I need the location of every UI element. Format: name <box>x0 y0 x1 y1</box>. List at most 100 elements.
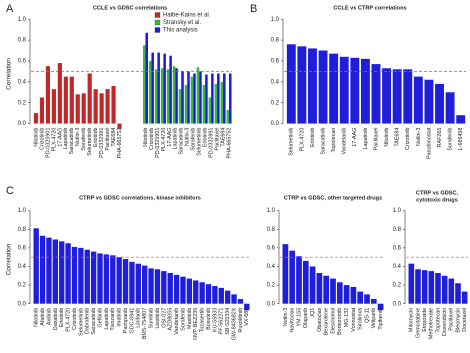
x-tick-label: Vorinostat <box>351 307 357 331</box>
x-tick-label: Nilotinib <box>143 128 149 147</box>
bar <box>435 272 441 304</box>
bar <box>329 53 339 124</box>
x-tick-label: AZD8055 <box>168 308 174 331</box>
y-tick-label: 0.4 <box>393 264 402 270</box>
x-tick-label: Olaparib <box>303 308 309 328</box>
y-tick-label: 1.0 <box>271 17 280 23</box>
x-tick-label: Saracatinib <box>179 128 185 155</box>
bar <box>370 299 377 304</box>
bar <box>364 294 370 304</box>
bar <box>193 73 196 124</box>
y-tick-label: 0.8 <box>267 227 276 233</box>
x-tick-label: Dabrafenib <box>85 308 91 334</box>
bar <box>93 89 98 124</box>
bar <box>415 269 421 304</box>
x-tick-label: Erlotinib <box>93 128 99 147</box>
x-tick-label: Bortezomib <box>337 308 343 335</box>
bar <box>135 263 141 304</box>
bar <box>75 94 80 124</box>
bar <box>52 239 59 304</box>
x-tick-label: GDC-0941 <box>129 308 135 334</box>
x-tick-label: SB-525334 <box>225 308 231 335</box>
bar <box>343 285 350 304</box>
x-tick-label: Methotrexate <box>429 308 435 339</box>
bar <box>424 79 434 124</box>
x-tick-label: Gefitinib <box>97 308 103 328</box>
bar <box>129 261 135 304</box>
x-tick-label: Lapatinib <box>63 128 69 150</box>
bar <box>336 282 343 304</box>
x-tick-label: Etoposide <box>422 308 428 332</box>
bar <box>167 272 173 304</box>
bar <box>110 255 116 304</box>
bar <box>214 83 218 124</box>
y-axis-label: Correlation <box>6 243 13 275</box>
bar <box>229 73 232 124</box>
bar <box>408 263 415 304</box>
x-tick-label: Tivozanib <box>110 308 116 331</box>
x-tick-label: Selumetinib <box>289 128 295 156</box>
bar <box>205 74 208 124</box>
bar <box>103 254 110 304</box>
x-tick-label: PD-0332991 <box>209 128 215 158</box>
bar <box>187 71 190 124</box>
bar <box>208 97 212 124</box>
y-tick-label: 0.0 <box>393 301 402 307</box>
bar <box>78 247 84 304</box>
x-tick-label: Lapatinib <box>363 128 369 150</box>
x-tick-label: Saracatinib <box>320 128 326 155</box>
y-axis-label: Correlation <box>6 58 13 90</box>
x-tick-label: TAE684 <box>111 128 117 147</box>
x-tick-label: Ruxolitinib <box>238 308 244 333</box>
y-tick-label: 0.8 <box>18 227 27 233</box>
bar <box>435 83 444 124</box>
bar <box>148 268 154 304</box>
x-tick-label: Imatinib <box>117 308 123 327</box>
y-tick-label: 0.8 <box>18 38 27 44</box>
x-tick-label: MG-132 <box>344 308 350 327</box>
x-tick-label: Lapatinib <box>173 128 179 150</box>
bar <box>151 52 154 124</box>
x-tick-label: PF-562271 <box>219 308 225 335</box>
bar <box>211 73 214 124</box>
bar <box>428 271 435 304</box>
x-tick-label: L-685458 <box>458 128 464 151</box>
x-tick-label: PLX-4720 <box>51 128 57 152</box>
y-tick-label: 0.6 <box>267 245 276 251</box>
x-tick-label: Nilotinib <box>34 308 40 327</box>
x-tick-label: Crizotinib <box>405 128 411 150</box>
bar <box>163 53 166 124</box>
bar <box>296 256 302 304</box>
x-tick-label: Topotecan <box>331 128 337 153</box>
bar <box>154 69 158 124</box>
x-tick-label: Panobinostat <box>426 127 432 159</box>
legend-swatch <box>154 19 161 26</box>
bar <box>199 71 202 124</box>
bar <box>218 287 224 304</box>
y-tick-label: 0.2 <box>271 100 280 106</box>
bar <box>178 89 182 124</box>
y-tick-label: 0.6 <box>271 59 280 65</box>
bar <box>330 278 336 304</box>
bar <box>169 55 172 124</box>
bar <box>231 294 237 304</box>
x-tick-label: PLX-4720 <box>161 128 167 152</box>
bar <box>59 241 65 304</box>
bar <box>173 274 180 304</box>
bar <box>105 89 110 124</box>
legend-label: This analysis <box>163 28 198 34</box>
x-tick-label: PLX-4720 <box>66 308 72 332</box>
bar <box>51 89 56 124</box>
bar <box>193 280 199 304</box>
x-tick-label: Tipifarnib <box>378 308 384 330</box>
x-tick-label: Nilotinib <box>384 128 390 147</box>
x-tick-label: Dasatinib <box>53 308 59 330</box>
x-tick-label: 17-AAG <box>167 128 173 147</box>
bar <box>111 86 116 124</box>
x-tick-label: Afatinib <box>40 308 46 326</box>
bar <box>360 58 370 124</box>
chart-title: CCLE vs GDSC correlations <box>93 5 167 11</box>
x-tick-label: PHA-665752 <box>117 128 123 159</box>
bar <box>455 283 461 304</box>
